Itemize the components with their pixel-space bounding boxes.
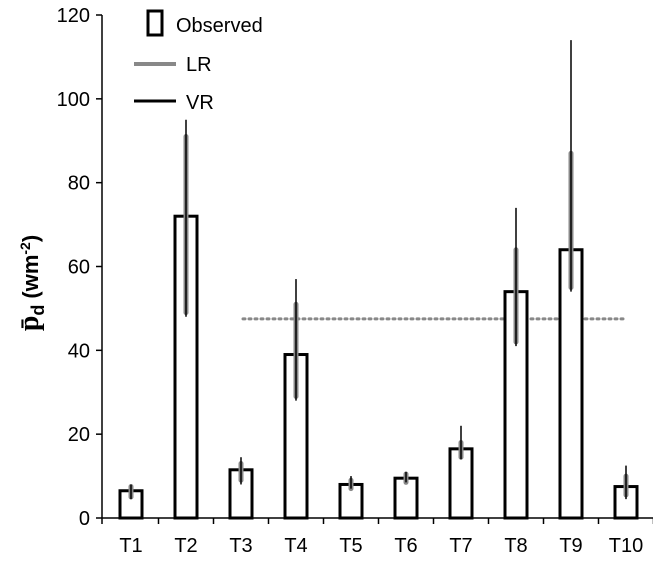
- y-axis-title-sup: -2: [17, 242, 33, 255]
- y-tick-label: 80: [68, 173, 90, 195]
- legend: Observed LR VR: [134, 9, 263, 114]
- x-tick-label: T6: [394, 535, 417, 557]
- y-tick-label: 60: [68, 257, 90, 279]
- error-bars-group: [128, 40, 629, 500]
- y-axis-title-main: p̄: [14, 316, 45, 332]
- legend-label-vr: VR: [186, 92, 214, 114]
- y-tick-label: 120: [57, 5, 90, 27]
- x-axis: T1 T2 T3 T4 T5 T6 T7 T8 T9 T10: [101, 517, 653, 557]
- y-tick-label: 40: [68, 340, 90, 362]
- y-axis: 0 20 40 60 80 100 120: [57, 5, 103, 530]
- x-tick-label: T10: [609, 535, 643, 557]
- x-tick-label: T9: [559, 535, 582, 557]
- x-tick-label: T8: [504, 535, 527, 557]
- bars-group: [118, 214, 639, 520]
- legend-label-observed: Observed: [176, 15, 263, 37]
- x-tick-label: T1: [119, 535, 142, 557]
- y-tick-label: 20: [68, 424, 90, 446]
- y-axis-title: p̄d (wm-2): [14, 235, 48, 331]
- x-tick-label: T2: [174, 535, 197, 557]
- svg-text:p̄d(wm-2): p̄d (wm-2): [14, 235, 48, 331]
- y-axis-title-unit: (wm: [18, 255, 43, 299]
- x-tick-label: T5: [339, 535, 362, 557]
- x-tick-label: T3: [229, 535, 252, 557]
- y-tick-label: 0: [79, 508, 90, 530]
- legend-label-lr: LR: [186, 54, 212, 76]
- x-tick-label: T4: [284, 535, 307, 557]
- y-tick-label: 100: [57, 89, 90, 111]
- y-axis-title-sub: d: [28, 305, 48, 316]
- x-tick-label: T7: [449, 535, 472, 557]
- y-axis-title-close: ): [18, 235, 43, 242]
- legend-swatch-observed: [146, 9, 164, 37]
